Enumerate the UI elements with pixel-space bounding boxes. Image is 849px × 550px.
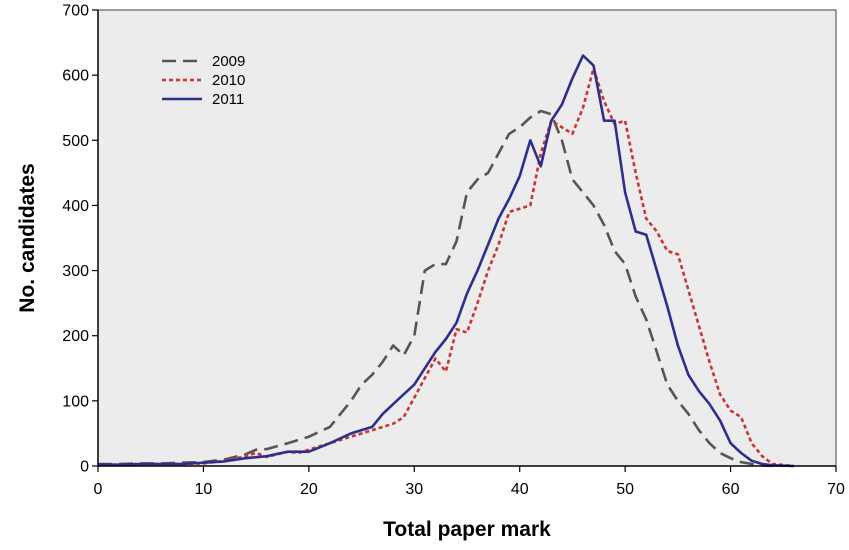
x-axis-title: Total paper mark — [383, 518, 551, 541]
y-tick-label: 100 — [62, 393, 89, 410]
series-line-2009 — [98, 109, 773, 468]
x-tick-label: 10 — [195, 481, 213, 498]
y-tick-label: 400 — [62, 198, 89, 215]
x-tick-label: 30 — [405, 481, 423, 498]
plot-area — [97, 9, 837, 467]
series-line-2011 — [98, 54, 794, 468]
x-tick-label: 60 — [722, 481, 740, 498]
y-tick-label: 700 — [62, 3, 89, 20]
legend-label-2010: 2010 — [212, 72, 245, 89]
legend-label-2009: 2009 — [212, 53, 245, 70]
x-tick-label: 0 — [94, 481, 103, 498]
x-tick-label: 40 — [511, 481, 529, 498]
x-tick-label: 70 — [827, 481, 845, 498]
y-tick-label: 300 — [62, 263, 89, 280]
y-axis-title: No. candidates — [16, 163, 39, 312]
y-tick-label: 200 — [62, 328, 89, 345]
x-tick-label: 20 — [300, 481, 318, 498]
y-tick-label: 600 — [62, 68, 89, 85]
y-tick-label: 0 — [80, 459, 89, 476]
x-tick-label: 50 — [616, 481, 634, 498]
legend-label-2011: 2011 — [212, 91, 244, 108]
y-tick-label: 500 — [62, 133, 89, 150]
